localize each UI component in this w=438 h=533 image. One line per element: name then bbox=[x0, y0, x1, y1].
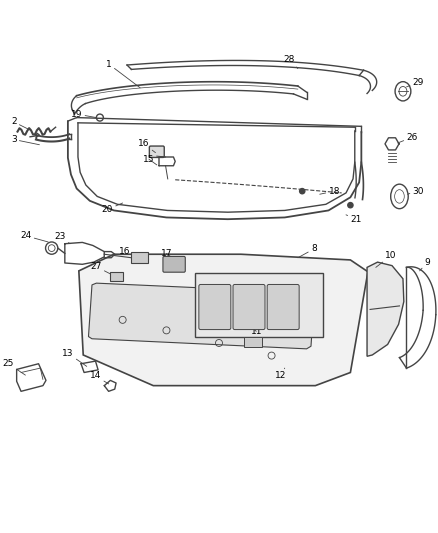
FancyBboxPatch shape bbox=[244, 336, 262, 347]
Text: 20: 20 bbox=[102, 203, 123, 214]
Text: 25: 25 bbox=[3, 359, 25, 375]
Text: 28: 28 bbox=[283, 55, 298, 69]
FancyBboxPatch shape bbox=[199, 285, 231, 329]
FancyBboxPatch shape bbox=[131, 252, 148, 263]
Text: 15: 15 bbox=[143, 155, 157, 165]
Text: 21: 21 bbox=[346, 215, 362, 224]
FancyBboxPatch shape bbox=[163, 256, 185, 272]
Text: 14: 14 bbox=[90, 372, 109, 384]
FancyBboxPatch shape bbox=[195, 273, 323, 337]
Text: 16: 16 bbox=[138, 139, 155, 152]
Text: 10: 10 bbox=[376, 251, 397, 268]
Text: 8: 8 bbox=[298, 245, 317, 258]
Text: 30: 30 bbox=[407, 187, 424, 196]
FancyBboxPatch shape bbox=[267, 285, 299, 329]
Text: 2: 2 bbox=[11, 117, 32, 131]
Text: 9: 9 bbox=[420, 257, 431, 271]
Text: 29: 29 bbox=[406, 78, 424, 87]
Text: 27: 27 bbox=[90, 262, 113, 275]
Text: 24: 24 bbox=[20, 231, 48, 242]
Text: 12: 12 bbox=[275, 368, 286, 381]
Polygon shape bbox=[367, 262, 404, 356]
Circle shape bbox=[348, 203, 353, 208]
Circle shape bbox=[300, 189, 305, 194]
Text: 1: 1 bbox=[106, 60, 140, 88]
Text: 17: 17 bbox=[161, 249, 174, 260]
Text: 16: 16 bbox=[119, 247, 139, 258]
Text: 11: 11 bbox=[249, 324, 262, 336]
Text: 26: 26 bbox=[398, 133, 418, 143]
Text: 13: 13 bbox=[62, 349, 87, 366]
FancyBboxPatch shape bbox=[110, 272, 123, 280]
FancyBboxPatch shape bbox=[149, 146, 164, 157]
Text: 19: 19 bbox=[71, 110, 96, 118]
Text: 18: 18 bbox=[320, 187, 340, 196]
FancyBboxPatch shape bbox=[233, 285, 265, 329]
Text: 23: 23 bbox=[54, 232, 70, 244]
Polygon shape bbox=[88, 283, 314, 349]
Polygon shape bbox=[79, 254, 368, 386]
Text: 3: 3 bbox=[11, 135, 39, 145]
